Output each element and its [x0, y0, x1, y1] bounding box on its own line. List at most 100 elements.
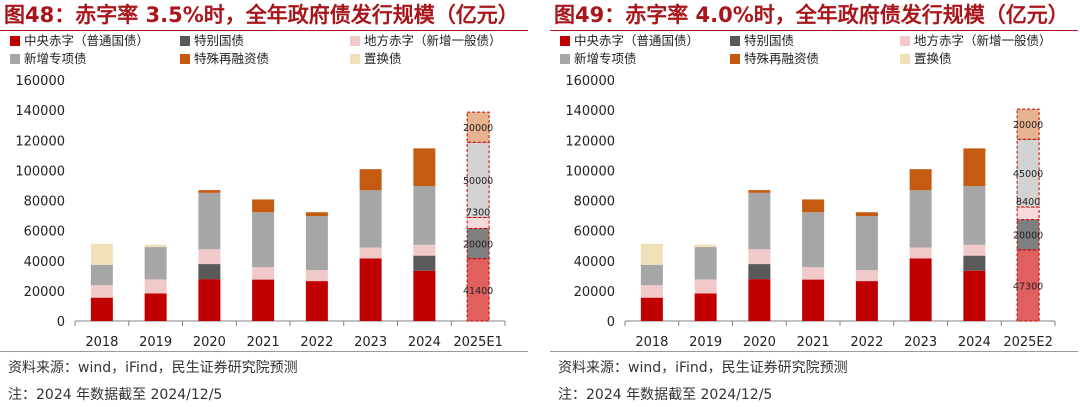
bar-segment-special-bonds	[855, 216, 878, 271]
legend-swatch	[900, 36, 910, 46]
bar-segment-local-deficit	[855, 270, 878, 282]
legend-label: 特殊再融资债	[744, 51, 820, 66]
legend-label: 地方赤字（新增一般债）	[364, 33, 502, 48]
bar-segment-refinancing	[963, 148, 986, 187]
x-tick-label: 2023	[354, 335, 387, 350]
bar-segment-local-deficit	[90, 285, 113, 298]
bar-segment-refinancing	[1016, 108, 1040, 140]
bar-segment-refinancing	[855, 212, 878, 217]
bar-segment-special-bonds	[144, 247, 167, 280]
legend-label: 特别国债	[194, 33, 245, 48]
bar-segment-replacement	[144, 244, 167, 248]
data-label: 45000	[1013, 169, 1043, 180]
data-label: 20000	[1013, 231, 1043, 242]
data-label: 50000	[463, 176, 493, 187]
bar-segment-special-bonds	[359, 190, 382, 248]
bar-segment-special-bonds	[748, 192, 771, 250]
legend-label: 地方赤字（新增一般债）	[914, 33, 1052, 48]
legend-label: 新增专项债	[574, 51, 637, 66]
x-tick-label: 2022	[850, 335, 883, 350]
bar-segment-local-deficit	[694, 279, 717, 294]
legend-swatch	[350, 54, 360, 64]
bar-segment-special-bonds	[802, 212, 825, 268]
y-tick-label: 140000	[565, 104, 615, 119]
y-tick-label: 160000	[15, 74, 65, 89]
source-note: 资料来源：wind，iFind，民生证券研究院预测	[8, 360, 298, 376]
data-label: 8400	[1016, 197, 1040, 208]
source-note: 资料来源：wind，iFind，民生证券研究院预测	[558, 360, 848, 376]
y-tick-label: 40000	[574, 255, 615, 270]
data-label: 41400	[463, 286, 493, 297]
title-divider	[550, 30, 1078, 31]
bar-segment-special-bonds	[198, 192, 221, 250]
bar-segment-special-treasury	[748, 264, 771, 280]
legend-label: 置换债	[364, 51, 402, 66]
y-tick-label: 0	[607, 315, 615, 330]
bar-segment-local-deficit	[252, 267, 275, 280]
x-tick-label: 2020	[193, 335, 226, 350]
chart-panel-left: 图48：赤字率 3.5%时，全年政府债发行规模（亿元） 中央赤字（普通国债） 特…	[0, 0, 530, 407]
bar-segment-refinancing	[252, 199, 275, 213]
bar-segment-special-treasury	[413, 255, 436, 271]
bar-segment-refinancing	[748, 190, 771, 193]
bar-segment-refinancing	[413, 148, 436, 187]
x-tick-label: 2025E2	[1003, 335, 1053, 350]
bar-segment-local-deficit	[748, 249, 771, 265]
bar-segment-local-deficit	[640, 285, 663, 298]
bar-segment-local-deficit	[1016, 206, 1040, 221]
bar-segment-refinancing	[909, 169, 932, 191]
date-note: 注：2024 年数据截至 2024/12/5	[8, 387, 223, 403]
bar-segment-central-deficit	[305, 281, 328, 321]
bar-segment-central-deficit	[694, 293, 717, 321]
source-divider	[0, 351, 528, 352]
y-tick-label: 20000	[24, 285, 65, 300]
bar-segment-special-bonds	[413, 186, 436, 245]
bar-segment-replacement	[694, 244, 717, 248]
bar-segment-special-treasury	[198, 264, 221, 280]
bar-segment-local-deficit	[144, 279, 167, 294]
legend-swatch	[730, 36, 740, 46]
bar-segment-replacement	[90, 243, 113, 265]
bar-segment-central-deficit	[413, 270, 436, 321]
bar-segment-central-deficit	[963, 270, 986, 321]
data-label: 20000	[1013, 120, 1043, 131]
data-label: 20000	[463, 123, 493, 134]
bar-segment-central-deficit	[855, 281, 878, 321]
y-tick-label: 100000	[565, 164, 615, 179]
bar-segment-replacement	[640, 243, 663, 265]
bar-segment-local-deficit	[963, 244, 986, 256]
data-label: 7300	[466, 208, 490, 219]
legend-swatch	[730, 54, 740, 64]
legend-swatch	[180, 54, 190, 64]
x-tick-label: 2022	[300, 335, 333, 350]
bar-segment-central-deficit	[198, 279, 221, 321]
y-tick-label: 0	[57, 315, 65, 330]
x-tick-label: 2021	[797, 335, 830, 350]
data-label: 47300	[1013, 281, 1043, 292]
x-tick-label: 2018	[85, 335, 118, 350]
legend-label: 中央赤字（普通国债）	[24, 33, 150, 48]
x-tick-label: 2025E1	[453, 335, 503, 350]
chart-title: 图49：赤字率 4.0%时，全年政府债发行规模（亿元）	[554, 3, 1069, 27]
legend-swatch	[900, 54, 910, 64]
chart-legend: 中央赤字（普通国债） 特别国债 地方赤字（新增一般债） 新增专项债 特殊再融资债…	[10, 32, 525, 72]
bar-segment-central-deficit	[748, 279, 771, 321]
bar-segment-special-bonds	[963, 186, 986, 245]
bar-segment-central-deficit	[909, 258, 932, 321]
legend-label: 特别国债	[744, 33, 795, 48]
bar-segment-local-deficit	[413, 244, 436, 256]
legend-swatch	[180, 36, 190, 46]
x-tick-label: 2019	[689, 335, 722, 350]
bar-segment-central-deficit	[90, 297, 113, 321]
bar-segment-refinancing	[305, 212, 328, 217]
bar-segment-central-deficit	[802, 279, 825, 321]
stacked-bar-chart: 0 20000 40000 60000 80000 100000 120000 140000 1…	[565, 74, 1056, 350]
x-tick-label: 2019	[139, 335, 172, 350]
y-tick-label: 80000	[574, 195, 615, 210]
bar-segment-refinancing	[802, 199, 825, 213]
data-label: 20000	[463, 240, 493, 251]
bar-segment-central-deficit	[359, 258, 382, 321]
y-tick-label: 100000	[15, 164, 65, 179]
source-divider	[550, 351, 1078, 352]
legend-swatch	[560, 54, 570, 64]
